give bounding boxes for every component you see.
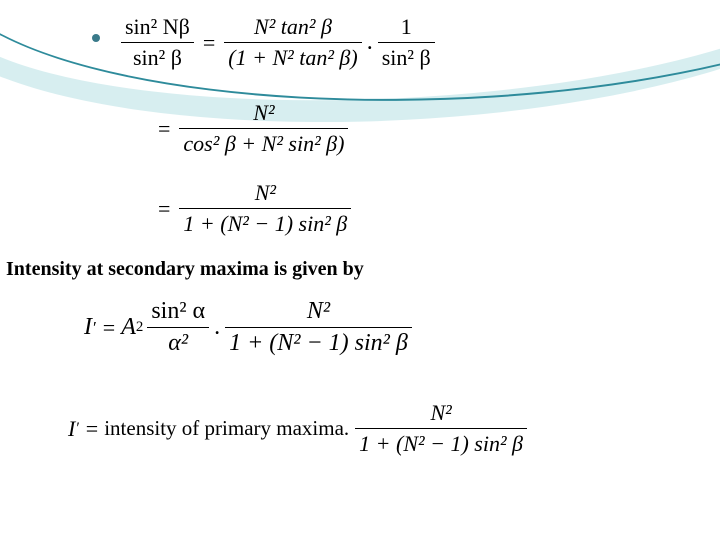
eq1-rhs2-num: 1 [378, 14, 435, 43]
eq5-equals: = [86, 416, 98, 442]
bullet-icon [92, 34, 100, 42]
eq4-f2-den: 1 + (N² − 1) sin² β [225, 328, 412, 357]
eq4-equals: = [103, 315, 115, 341]
eq5-I: I [68, 416, 75, 442]
eq4-I: I [84, 314, 92, 341]
eq4-f1-num: sin² α [147, 298, 209, 328]
equation-1: sin² Nβ sin² β = N² tan² β (1 + N² tan² … [118, 14, 438, 71]
eq2-equals: = [158, 116, 170, 142]
eq1-rhs1-den: (1 + N² tan² β) [224, 43, 361, 71]
eq2-den: cos² β + N² sin² β) [179, 129, 348, 157]
eq5-f-num: N² [355, 400, 527, 429]
eq3-num: N² [179, 180, 351, 209]
eq4-A-sup: 2 [136, 319, 143, 336]
eq1-equals: = [203, 30, 215, 56]
slide-content: sin² Nβ sin² β = N² tan² β (1 + N² tan² … [0, 0, 720, 540]
eq2-num: N² [179, 100, 348, 129]
eq5-text: intensity of primary maxima. [104, 416, 349, 441]
eq5-prime: ′ [76, 420, 79, 438]
eq3-equals: = [158, 196, 170, 222]
equation-3: = N² 1 + (N² − 1) sin² β [152, 180, 354, 237]
eq4-prime: ′ [93, 318, 97, 338]
eq4-dot: . [214, 314, 220, 341]
eq1-lhs-den: sin² β [121, 43, 194, 71]
equation-2: = N² cos² β + N² sin² β) [152, 100, 351, 157]
body-text: Intensity at secondary maxima is given b… [6, 258, 364, 281]
eq5-f-den: 1 + (N² − 1) sin² β [355, 429, 527, 457]
eq3-den: 1 + (N² − 1) sin² β [179, 209, 351, 237]
equation-5: I ′ = intensity of primary maxima. N² 1 … [68, 400, 530, 457]
eq4-f2-num: N² [225, 298, 412, 328]
eq1-rhs1-num: N² tan² β [224, 14, 361, 43]
eq1-rhs2-den: sin² β [378, 43, 435, 71]
equation-4: I ′ = A 2 sin² α α² . N² 1 + (N² − 1) si… [84, 298, 415, 357]
eq1-lhs-num: sin² Nβ [121, 14, 194, 43]
eq4-A: A [121, 314, 136, 341]
eq4-f1-den: α² [147, 328, 209, 357]
eq1-dot: . [367, 29, 373, 56]
